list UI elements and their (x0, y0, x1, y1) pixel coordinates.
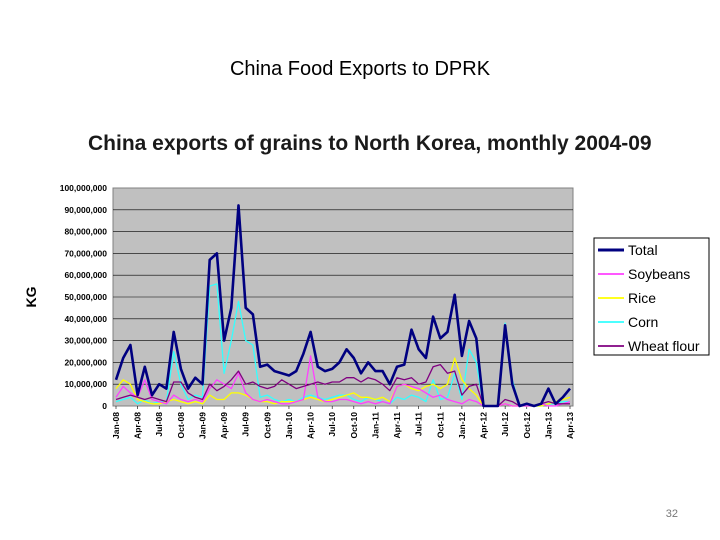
x-tick-label: Apr-08 (133, 412, 143, 439)
x-tick-label: Jan-13 (543, 412, 553, 439)
x-tick-label: Jan-10 (284, 412, 294, 439)
x-tick-label: Apr-12 (479, 412, 489, 439)
x-tick-label: Jul-09 (241, 412, 251, 437)
legend-label: Soybeans (628, 266, 690, 282)
page-number: 32 (665, 508, 678, 520)
y-tick-label: 40,000,000 (64, 314, 107, 324)
y-tick-label: 70,000,000 (64, 248, 107, 258)
y-tick-label: 10,000,000 (64, 379, 107, 389)
series-lines (114, 204, 572, 408)
legend-label: Rice (628, 290, 656, 306)
legend-label: Wheat flour (628, 338, 700, 354)
x-tick-label: Oct-09 (262, 412, 272, 439)
x-tick-label: Apr-13 (565, 412, 575, 439)
x-tick-label: Oct-10 (349, 412, 359, 439)
y-tick-label: 20,000,000 (64, 357, 107, 367)
x-tick-label: Jul-11 (414, 412, 424, 436)
legend: Total Soybeans Rice Corn Wheat flour (593, 237, 710, 356)
legend-items: Total Soybeans Rice Corn Wheat flour (598, 242, 700, 354)
y-axis-ticks: 0 10,000,000 20,000,000 30,000,000 40,000,00… (60, 183, 108, 411)
y-axis-label: KG (23, 286, 39, 307)
y-tick-label: 0 (102, 401, 107, 411)
chart-title: China exports of grains to North Korea, … (88, 132, 652, 155)
x-tick-label: Jul-10 (327, 412, 337, 437)
y-tick-label: 90,000,000 (64, 205, 107, 215)
x-tick-label: Apr-10 (306, 412, 316, 439)
legend-box (593, 237, 710, 356)
x-tick-label: Oct-08 (176, 412, 186, 439)
y-tick-label: 100,000,000 (60, 183, 108, 193)
y-tick-label: 80,000,000 (64, 227, 107, 237)
x-tick-label: Jan-09 (197, 412, 207, 439)
x-tick-label: Oct-12 (522, 412, 532, 439)
x-tick-label: Jan-08 (111, 412, 121, 439)
x-axis-ticks: Jan-08 Apr-08 Jul-08 Oct-08 Jan-09 Apr-09 Jul-… (111, 406, 575, 439)
grid-lines (113, 209, 573, 385)
legend-label: Total (628, 242, 658, 258)
x-tick-label: Apr-11 (392, 412, 402, 439)
slide-title: China Food Exports to DPRK (229, 58, 491, 80)
x-tick-label: Jan-12 (457, 412, 467, 439)
y-tick-label: 30,000,000 (64, 336, 107, 346)
x-tick-label: Jan-11 (370, 412, 380, 439)
x-tick-label: Jul-08 (154, 412, 164, 437)
y-tick-label: 60,000,000 (64, 270, 107, 280)
x-tick-label: Jul-12 (500, 412, 510, 437)
legend-label: Corn (628, 314, 658, 330)
x-tick-label: Apr-09 (219, 412, 229, 439)
x-tick-label: Oct-11 (435, 412, 445, 438)
y-tick-label: 50,000,000 (64, 292, 107, 302)
series-line-total (114, 204, 572, 408)
